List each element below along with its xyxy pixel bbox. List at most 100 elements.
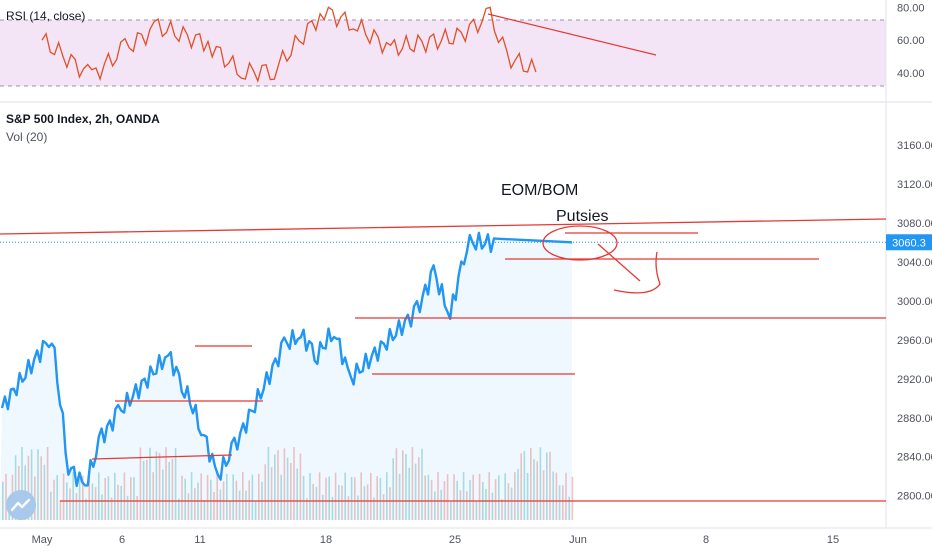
volume-bar (312, 483, 314, 520)
volume-bar (286, 457, 289, 520)
volume-bar (210, 479, 212, 520)
volume-bar (187, 493, 190, 520)
volume-bar (501, 499, 503, 520)
volume-bar (242, 472, 244, 520)
volume-bar (101, 494, 103, 520)
volume-bar (299, 453, 302, 520)
volume-bar (571, 476, 574, 520)
volume-bar (59, 500, 62, 520)
volume-bar (283, 448, 286, 520)
volume-bar (37, 449, 39, 520)
volume-bar (370, 472, 372, 520)
volume-bar (510, 487, 513, 520)
volume-bar (552, 471, 554, 520)
volume-bar (475, 500, 478, 520)
volume-bar (392, 458, 394, 520)
volume-bar (62, 473, 65, 520)
volume-bar (274, 454, 276, 520)
volume-bar (354, 477, 356, 520)
x-tick-label: 18 (320, 534, 332, 546)
price-tick-label: 2920.00 (897, 374, 932, 386)
volume-bar (82, 475, 84, 520)
volume-bar (267, 447, 270, 520)
volume-bar (146, 459, 148, 520)
volume-bar (133, 477, 135, 520)
rsi-tick-label: 40.00 (897, 68, 925, 80)
volume-bar (514, 472, 516, 520)
volume-bar (421, 448, 423, 520)
volume-bar (398, 474, 401, 520)
volume-bar (110, 497, 113, 520)
x-tick-label: 8 (703, 534, 709, 546)
volume-bar (184, 478, 186, 520)
price-tick-label: 3160.00 (897, 140, 932, 152)
volume-bar (27, 455, 30, 520)
volume-bar (334, 472, 337, 520)
volume-bar (14, 455, 17, 520)
volume-bar (546, 452, 548, 520)
volume-bar (85, 498, 87, 520)
volume-bar (344, 472, 346, 520)
volume-bar (488, 472, 490, 520)
volume-bar (485, 488, 487, 520)
volume-bar (2, 481, 4, 520)
volume-bar (290, 463, 292, 520)
volume-bar (270, 467, 273, 520)
volume-bar (469, 480, 471, 520)
volume-bar (315, 486, 318, 520)
volume-bar (136, 496, 138, 520)
volume-bar (427, 474, 430, 520)
price-tick-label: 2840.00 (897, 452, 932, 464)
price-panel: 2800.00 2840.00 2880.00 2920.00 2960.00 3000.… (0, 140, 932, 521)
volume-bar (130, 477, 132, 520)
volume-bar (149, 447, 151, 520)
x-axis-ticks: May 6 11 18 25 Jun 8 15 (32, 534, 840, 546)
x-tick-label: 15 (827, 534, 839, 546)
putsies-arrow (597, 243, 661, 294)
volume-bar (264, 464, 266, 520)
volume-bar (446, 474, 449, 520)
last-price-badge (886, 234, 932, 251)
volume-bar (517, 468, 519, 520)
volume-bar (504, 473, 506, 520)
x-tick-label: 25 (449, 534, 461, 546)
rsi-line (41, 6, 537, 83)
volume-bar (216, 472, 218, 520)
volume-bar (494, 479, 497, 520)
volume-bar (523, 451, 526, 520)
volume-bar (328, 476, 330, 520)
volume-bar (376, 476, 378, 520)
volume-bar (530, 447, 532, 520)
volume-bar (434, 491, 436, 520)
volume-bar (46, 447, 49, 520)
volume-bar (472, 474, 474, 520)
volume-bar (280, 474, 282, 520)
volume-bar (568, 496, 570, 520)
volume-bar (120, 485, 122, 520)
volume-bar (200, 473, 202, 520)
putsies-circle (542, 225, 618, 261)
volume-bar (88, 473, 90, 520)
volume-bar (126, 495, 129, 520)
volume-bar (306, 498, 308, 520)
price-tick-label: 2880.00 (897, 413, 932, 425)
volume-bar (424, 475, 426, 520)
rsi-tick-label: 60.00 (897, 35, 925, 47)
volume-bar (302, 475, 305, 520)
volume-bar (72, 472, 74, 520)
volume-bar (206, 475, 209, 520)
volume-bar (43, 464, 46, 520)
volume-bar (341, 485, 343, 520)
volume-label: Vol (20) (6, 130, 48, 144)
volume-bar (565, 472, 567, 520)
volume-bar (562, 485, 564, 520)
volume-bar (408, 467, 410, 520)
volume-bar (213, 491, 215, 520)
volume-bar (405, 454, 407, 520)
red-annotations (0, 218, 887, 502)
volume-bar (203, 500, 206, 520)
rsi-panel: 40.00 60.00 80.00 (0, 2, 925, 87)
volume-bar (104, 478, 106, 520)
volume-bar (238, 490, 241, 520)
